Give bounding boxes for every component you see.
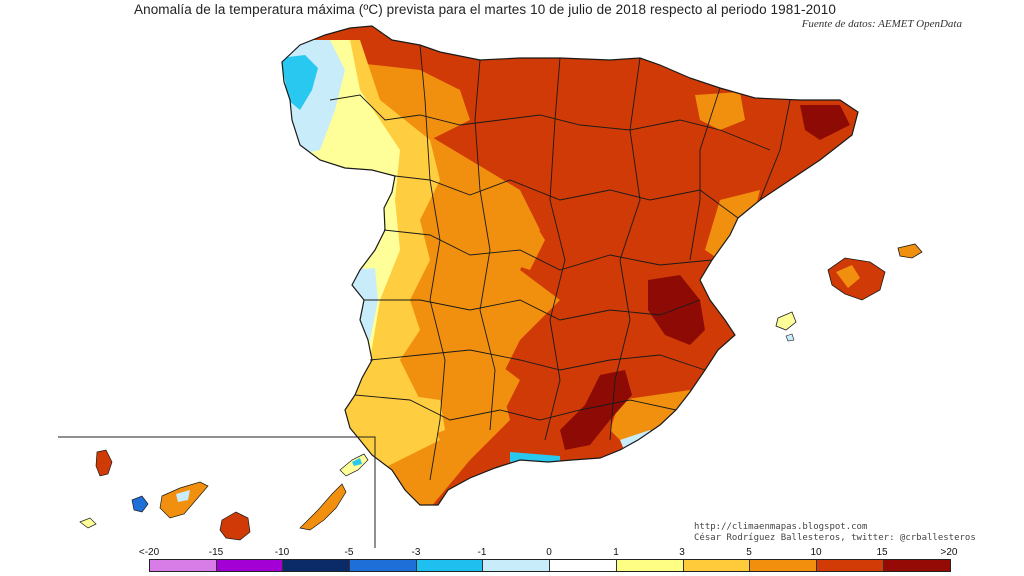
- ibiza: [775, 311, 797, 331]
- legend-labels: <-20 -15 -10 -5 -3 -1 0 1 3 5 10 15 >20: [0, 547, 1024, 559]
- menorca: [897, 243, 923, 259]
- canary-inset-frame: [58, 436, 376, 548]
- tenerife-lightblue: [176, 490, 190, 502]
- legend-swatch: [683, 560, 751, 571]
- mallorca-orange: [836, 265, 860, 288]
- legend-label: -5: [344, 547, 354, 558]
- credits-author: César Rodríguez Ballesteros, twitter: @c…: [694, 533, 976, 543]
- legend-swatch: [616, 560, 684, 571]
- credits-url[interactable]: http://climaenmapas.blogspot.com: [694, 522, 868, 532]
- province-borders: [281, 25, 859, 506]
- legend-label: 3: [679, 547, 685, 558]
- anomaly-zone-cyan-galicia: [282, 55, 318, 110]
- legend-swatch: [350, 560, 417, 571]
- legend-swatch: [483, 560, 551, 571]
- peninsula: [281, 25, 859, 506]
- formentera: [785, 333, 795, 342]
- legend-label: -10: [274, 547, 290, 558]
- el-hierro: [79, 517, 97, 529]
- anomaly-zone-orange-levante: [705, 190, 760, 260]
- anomaly-zone-darkred-valencia: [648, 275, 705, 345]
- legend-label: -3: [411, 547, 421, 558]
- legend-label: >20: [940, 547, 958, 558]
- lanzarote-cyan: [352, 458, 362, 466]
- la-palma: [95, 449, 113, 477]
- map-title: Anomalía de la temperatura máxima (ºC) p…: [133, 2, 836, 17]
- legend-label: -15: [208, 547, 224, 558]
- legend-label: <-20: [138, 547, 160, 558]
- anomaly-zone-orange-center: [470, 190, 545, 270]
- legend-label: 15: [876, 547, 888, 558]
- canary-islands: [79, 449, 369, 541]
- la-gomera: [131, 495, 149, 513]
- legend-swatch: [816, 560, 884, 571]
- legend-swatch: [750, 560, 817, 571]
- legend-swatch: [550, 560, 617, 571]
- legend-label: -1: [477, 547, 487, 558]
- credits: http://climaenmapas.blogspot.com César R…: [694, 522, 976, 544]
- data-source-note: Fuente de datos: AEMET OpenData: [801, 18, 962, 30]
- anomaly-zone-darkred-catalonia: [800, 105, 850, 140]
- color-legend-bar: [149, 559, 952, 572]
- legend-label: 5: [746, 547, 752, 558]
- legend-swatch: [283, 560, 351, 571]
- legend-label: 1: [613, 547, 619, 558]
- legend-swatch: [216, 560, 284, 571]
- anomaly-zone-yellow-south: [400, 395, 445, 440]
- anomaly-zone-orange-northeast: [695, 92, 745, 130]
- gran-canaria: [219, 511, 251, 541]
- legend-swatch: [883, 560, 951, 571]
- legend-label: 10: [810, 547, 822, 558]
- balearic-islands: [775, 243, 923, 342]
- legend-swatch: [150, 560, 217, 571]
- legend-swatch: [416, 560, 484, 571]
- legend-label: 0: [546, 547, 552, 558]
- fuerteventura: [299, 483, 347, 531]
